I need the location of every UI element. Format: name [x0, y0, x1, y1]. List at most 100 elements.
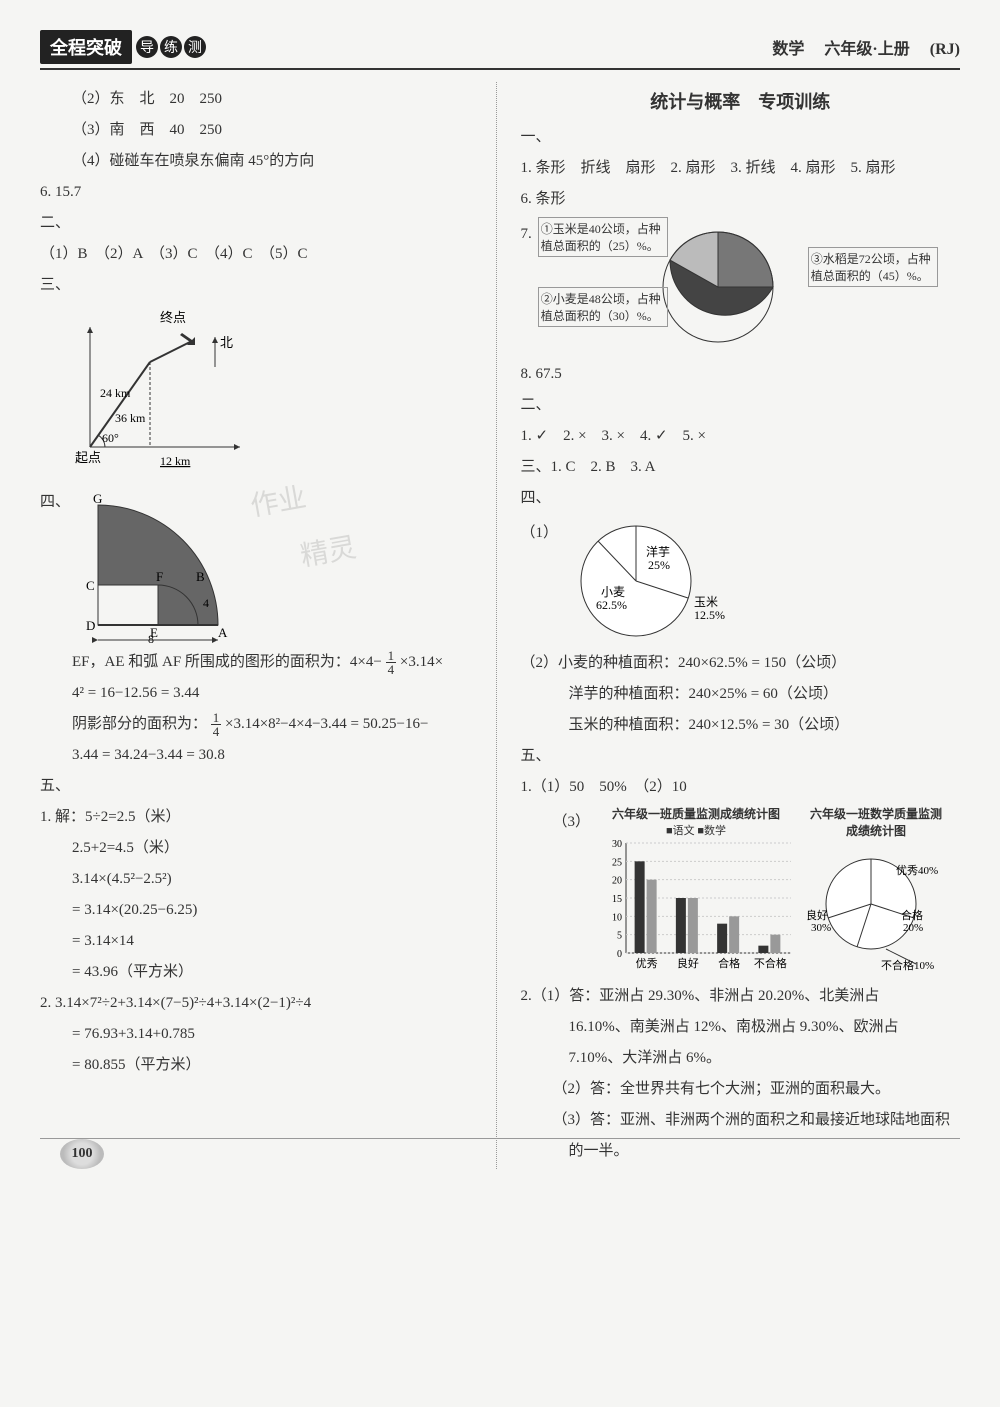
svg-text:10: 10 — [612, 912, 622, 923]
l5-2-0: 2. 3.14×7²÷2+3.14×(7−5)²÷4+3.14×(2−1)²÷4 — [40, 990, 480, 1017]
l5-1-4: = 3.14×14 — [40, 928, 480, 955]
edition: (RJ) — [930, 41, 960, 58]
eq4-l4: 3.44 = 34.24−3.44 = 30.8 — [40, 742, 480, 769]
logo-main: 全程突破 — [40, 30, 132, 64]
svg-text:12 km: 12 km — [160, 454, 191, 468]
logo-sub-0: 导 — [136, 36, 158, 58]
svg-text:G: G — [93, 491, 102, 506]
l5-1-1: 2.5+2=4.5（米） — [40, 835, 480, 862]
svg-text:良好: 良好 — [806, 908, 828, 922]
logo-sub-1: 练 — [160, 36, 182, 58]
diagram-4-svg: G F B C D E A 4 8 — [78, 485, 278, 645]
svg-text:12.5%: 12.5% — [694, 608, 725, 622]
r-q7: 7. — [521, 221, 532, 353]
svg-text:60°: 60° — [102, 431, 119, 445]
l-q6: 6. 15.7 — [40, 179, 480, 206]
svg-text:合格: 合格 — [718, 956, 740, 970]
header-meta: 数学 六年级·上册 (RJ) — [772, 35, 960, 59]
svg-text:20: 20 — [612, 876, 622, 887]
right-column: 统计与概率 专项训练 一、 1. 条形 折线 扇形 2. 扇形 3. 折线 4.… — [517, 82, 961, 1169]
svg-text:不合格: 不合格 — [754, 956, 787, 970]
l-sec3: 三、 — [40, 272, 480, 299]
svg-text:D: D — [86, 618, 95, 633]
l-item-4: （4）碰碰车在喷泉东偏南 45°的方向 — [40, 148, 480, 175]
bar-chart-wrap: 六年级一班质量监测成绩统计图 ■语文 ■数学 051015202530优秀良好合… — [596, 805, 796, 978]
bar-legend: ■语文 ■数学 — [596, 822, 796, 838]
left-column: （2）东 北 20 250 （3）南 西 40 250 （4）碰碰车在喷泉东偏南… — [40, 82, 497, 1169]
eq4-l2: 4² = 16−12.56 = 3.44 — [40, 680, 480, 707]
r-q5-2-1: 16.10%、南美洲占 12%、南极洲占 9.30%、欧洲占 — [521, 1014, 961, 1041]
svg-text:5: 5 — [617, 931, 622, 942]
logo: 全程突破 导 练 测 — [40, 30, 206, 64]
diagram-3: 终点 北 24 km 36 km 60° 起点 12 km — [40, 307, 480, 477]
svg-text:20%: 20% — [903, 922, 923, 934]
bottom-rule — [40, 1138, 960, 1139]
l-sec2-ans: （1）B （2）A （3）C （4）C （5）C — [40, 241, 480, 268]
svg-text:良好: 良好 — [677, 956, 699, 970]
r-q1: 1. 条形 折线 扇形 2. 扇形 3. 折线 4. 扇形 5. 扇形 — [521, 155, 961, 182]
pie4-svg: 小麦 62.5% 洋芋 25% 玉米 12.5% — [566, 516, 726, 646]
svg-text:合格: 合格 — [901, 908, 923, 922]
r-q5-2-0: 2.（1）答：亚洲占 29.30%、非洲占 20.20%、北美洲占 — [521, 983, 961, 1010]
r-q5-2-5: 的一半。 — [521, 1138, 961, 1165]
l5-2-1: = 76.93+3.14+0.785 — [40, 1021, 480, 1048]
svg-text:4: 4 — [203, 596, 209, 610]
r-sec5: 五、 — [521, 743, 961, 770]
pie7-rice: ③水稻是72公顷，占种植总面积的（45）%。 — [808, 247, 938, 287]
svg-text:8: 8 — [148, 632, 154, 645]
l5-1-3: = 3.14×(20.25−6.25) — [40, 897, 480, 924]
svg-text:25: 25 — [612, 857, 622, 868]
l-item-2: （2）东 北 20 250 — [40, 86, 480, 113]
l-item-3: （3）南 西 40 250 — [40, 117, 480, 144]
r-q5-2-4: （3）答：亚洲、非洲两个洲的面积之和最接近地球陆地面积 — [521, 1107, 961, 1134]
svg-text:25%: 25% — [648, 558, 670, 572]
r-sec4: 四、 — [521, 485, 961, 512]
pie7-wrap: ①玉米是40公顷，占种植总面积的（25）%。 ③水稻是72公顷，占种植总面积的（… — [538, 217, 938, 357]
svg-text:C: C — [86, 578, 95, 593]
r-q6: 6. 条形 — [521, 186, 961, 213]
logo-sub-2: 测 — [184, 36, 206, 58]
svg-text:玉米: 玉米 — [694, 595, 718, 609]
pie5-svg: 优秀40% 良好 30% 合格 20% 不合格10% — [806, 839, 956, 979]
grade: 六年级·上册 — [824, 41, 909, 58]
l5-1-0: 1. 解：5÷2=2.5（米） — [40, 804, 480, 831]
svg-text:小麦: 小麦 — [601, 585, 625, 599]
l-sec2: 二、 — [40, 210, 480, 237]
r-q5-2-3: （2）答：全世界共有七个大洲；亚洲的面积最大。 — [521, 1076, 961, 1103]
svg-text:B: B — [196, 569, 205, 584]
l-sec5: 五、 — [40, 773, 480, 800]
svg-text:北: 北 — [220, 335, 233, 350]
svg-text:62.5%: 62.5% — [596, 598, 627, 612]
l-sec4: 四、 — [40, 489, 70, 516]
r-sec1: 一、 — [521, 124, 961, 151]
svg-text:36 km: 36 km — [115, 411, 146, 425]
svg-text:0: 0 — [617, 949, 622, 960]
svg-text:优秀40%: 优秀40% — [896, 864, 938, 877]
page-number: 100 — [60, 1139, 104, 1169]
pie5-wrap: 六年级一班数学质量监测成绩统计图 优秀40% 良好 30% — [806, 805, 956, 979]
l5-1-5: = 43.96（平方米） — [40, 959, 480, 986]
r-q8: 8. 67.5 — [521, 361, 961, 388]
bar-title: 六年级一班质量监测成绩统计图 — [596, 805, 796, 822]
svg-text:24 km: 24 km — [100, 386, 131, 400]
pie5-title: 六年级一班数学质量监测成绩统计图 — [806, 805, 946, 839]
r-sec3: 三、1. C 2. B 3. A — [521, 454, 961, 481]
l5-2-2: = 80.855（平方米） — [40, 1052, 480, 1079]
right-title: 统计与概率 专项训练 — [521, 88, 961, 114]
r-q4-1: （1） — [521, 520, 559, 547]
r-sec2-ans: 1. ✓ 2. × 3. × 4. ✓ 5. × — [521, 423, 961, 450]
svg-text:洋芋: 洋芋 — [646, 544, 670, 559]
r-sec2: 二、 — [521, 392, 961, 419]
subject: 数学 — [772, 41, 804, 58]
page-header: 全程突破 导 练 测 数学 六年级·上册 (RJ) — [40, 30, 960, 70]
r-q4-2-2: 玉米的种植面积：240×12.5% = 30（公顷） — [521, 712, 961, 739]
svg-text:30: 30 — [612, 839, 622, 850]
pie7-corn: ①玉米是40公顷，占种植总面积的（25）%。 — [538, 217, 668, 257]
r-q4-2-1: 洋芋的种植面积：240×25% = 60（公顷） — [521, 681, 961, 708]
svg-text:终点: 终点 — [160, 310, 186, 325]
pie7-wheat: ②小麦是48公顷，占种植总面积的（30）%。 — [538, 287, 668, 327]
svg-text:A: A — [218, 625, 228, 640]
r-q4-2-0: （2）小麦的种植面积：240×62.5% = 150（公顷） — [521, 650, 961, 677]
eq4-l1: EF，AE 和弧 AF 所围成的图形的面积为：4×4− 14 ×3.14× — [40, 649, 480, 676]
r-q5-2-2: 7.10%、大洋洲占 6%。 — [521, 1045, 961, 1072]
